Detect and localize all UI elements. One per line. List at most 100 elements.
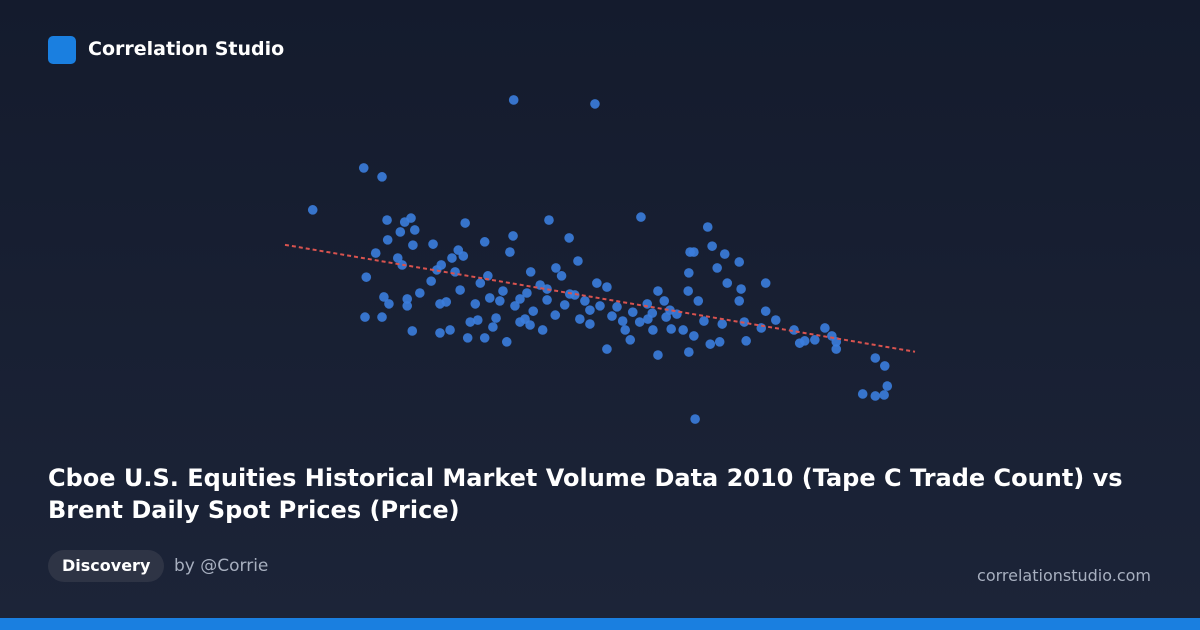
- scatter-point: [377, 172, 387, 182]
- scatter-point: [857, 389, 868, 399]
- scatter-point: [575, 314, 585, 324]
- scatter-point: [653, 286, 663, 296]
- scatter-point: [620, 325, 630, 335]
- author[interactable]: by @Corrie: [174, 556, 269, 576]
- scatter-plot: [284, 95, 916, 424]
- scatter-point: [397, 260, 407, 270]
- scatter-point: [382, 235, 393, 245]
- site-url[interactable]: correlationstudio.com: [977, 566, 1151, 585]
- scatter-point: [479, 333, 490, 343]
- scatter-point: [690, 414, 700, 424]
- scatter-point: [528, 306, 539, 316]
- logo: [48, 36, 76, 64]
- scatter-point: [741, 336, 751, 346]
- trend-line: [284, 243, 916, 353]
- scatter-point: [627, 307, 638, 317]
- scatter-point: [760, 306, 771, 316]
- scatter-point: [870, 391, 881, 401]
- scatter-point: [550, 310, 561, 320]
- scatter-point: [820, 323, 830, 333]
- bottom-bar: [0, 618, 1200, 630]
- scatter-point: [699, 316, 709, 326]
- scatter-point: [402, 301, 413, 311]
- scatter-point: [436, 260, 447, 270]
- scatter-point: [470, 299, 481, 309]
- scatter-point: [684, 268, 694, 278]
- scatter-point: [556, 271, 567, 281]
- scatter-point: [684, 347, 694, 357]
- scatter-point: [580, 296, 590, 306]
- scatter-point: [415, 288, 425, 298]
- scatter-point: [409, 225, 420, 235]
- scatter-point: [382, 215, 392, 225]
- scatter-point: [659, 296, 670, 306]
- scatter-point: [573, 256, 583, 266]
- scatter-point: [683, 286, 693, 296]
- scatter-point: [406, 213, 416, 223]
- scatter-point: [719, 249, 730, 259]
- scatter-point: [445, 325, 455, 335]
- scatter-point: [488, 322, 498, 332]
- scatter-point: [705, 339, 716, 349]
- scatter-point: [358, 163, 369, 173]
- scatter-point: [665, 305, 675, 315]
- scatter-point: [585, 305, 595, 315]
- scatter-point: [634, 317, 645, 327]
- scatter-point: [636, 212, 646, 222]
- scatter-point: [544, 215, 554, 225]
- scatter-point: [734, 257, 745, 267]
- scatter-point: [479, 237, 490, 247]
- scatter-point: [379, 292, 389, 302]
- scatter-point: [559, 300, 570, 310]
- scatter-point: [712, 263, 722, 273]
- scatter-point: [505, 247, 515, 257]
- scatter-point: [392, 253, 403, 263]
- scatter-point: [625, 335, 636, 345]
- scatter-point: [602, 344, 612, 354]
- scatter-point: [707, 241, 717, 251]
- scatter-point: [395, 227, 406, 237]
- scatter-point: [689, 331, 699, 341]
- scatter-point: [678, 325, 688, 335]
- scatter-point: [734, 296, 745, 306]
- scatter-point: [564, 233, 574, 243]
- scatter-point: [653, 350, 663, 360]
- scatter-point: [617, 316, 628, 326]
- scatter-point: [714, 337, 725, 347]
- scatter-point: [525, 267, 536, 277]
- scatter-point: [693, 296, 704, 306]
- scatter-point: [360, 312, 370, 322]
- scatter-point: [484, 293, 495, 303]
- scatter-point: [455, 285, 465, 295]
- scatter-point: [648, 325, 658, 335]
- scatter-point: [408, 240, 418, 250]
- scatter-point: [377, 312, 387, 322]
- scatter-point: [428, 239, 438, 249]
- scatter-point: [760, 278, 771, 288]
- scatter-point: [542, 295, 552, 305]
- scatter-point: [666, 324, 676, 334]
- chart-title: Cboe U.S. Equities Historical Market Vol…: [48, 464, 1123, 524]
- scatter-point: [799, 336, 810, 346]
- scatter-point: [402, 294, 413, 304]
- tag[interactable]: Discovery: [48, 550, 165, 582]
- scatter-point: [702, 222, 713, 232]
- scatter-point: [736, 284, 746, 294]
- scatter-point: [810, 335, 820, 345]
- scatter-point: [426, 276, 436, 286]
- scatter-point: [770, 315, 781, 325]
- scatter-point: [435, 328, 445, 338]
- scatter-point: [879, 390, 889, 400]
- scatter-point: [510, 301, 520, 311]
- scatter-point: [882, 381, 893, 391]
- scatter-point: [879, 361, 890, 371]
- scatter-point: [460, 218, 470, 228]
- brand: Correlation Studio: [88, 38, 285, 60]
- scatter-point: [447, 253, 457, 263]
- scatter-point: [465, 317, 476, 327]
- scatter-point: [384, 299, 394, 309]
- scatter-point: [508, 231, 518, 241]
- scatter-point: [458, 251, 469, 261]
- scatter-point: [542, 284, 552, 294]
